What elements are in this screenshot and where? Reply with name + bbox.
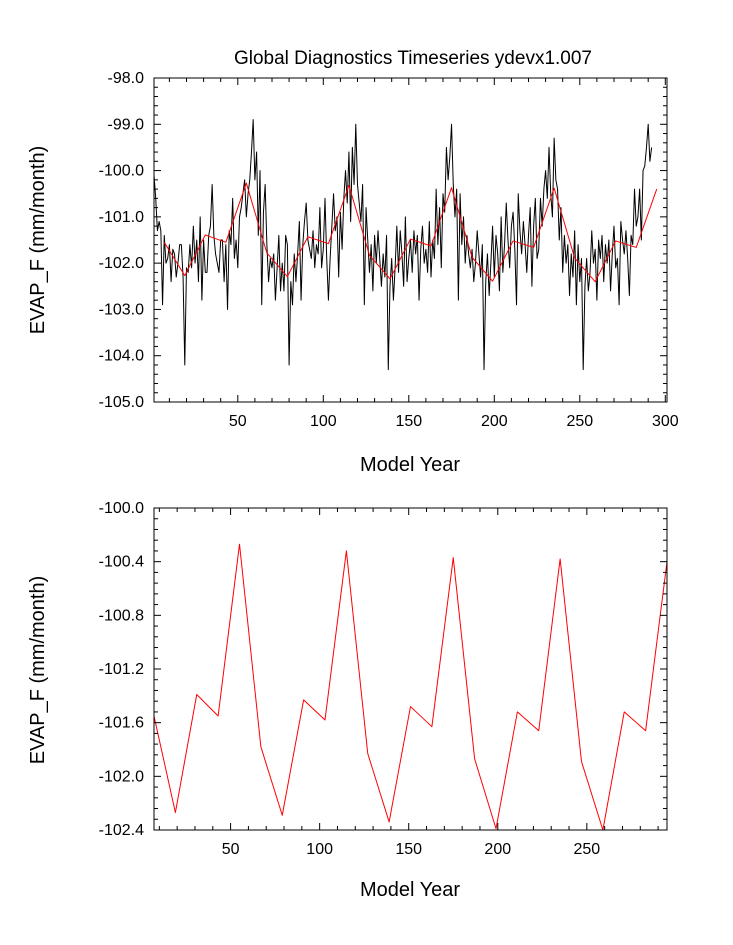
top-x-tick-label: 150 (395, 413, 422, 430)
top-series-annual (153, 119, 653, 371)
top-y-tick-label: -105.0 (99, 394, 144, 411)
top-y-tick-label: -101.0 (99, 209, 144, 226)
bottom-plot-data (153, 543, 668, 831)
bottom-x-tick-label: 50 (222, 841, 240, 858)
bottom-y-axis-label: EVAP_F (mm/month) (27, 576, 49, 765)
bottom-y-tick-label: -102.4 (99, 822, 144, 839)
bottom-axis-ticks: 50 100 150 200 250 -102.4 -102.0 -101.6 -101.2 -1… (99, 500, 667, 858)
top-y-tick-label: -100.0 (99, 163, 144, 180)
top-x-tick-label: 100 (310, 413, 337, 430)
top-plot-data (153, 119, 658, 371)
bottom-x-tick-label: 200 (484, 841, 511, 858)
top-y-tick-label: -98.0 (108, 70, 145, 87)
top-x-tick-label: 50 (229, 413, 247, 430)
bottom-x-tick-label: 100 (306, 841, 333, 858)
bottom-y-tick-label: -100.8 (99, 607, 144, 624)
bottom-x-tick-label: 150 (395, 841, 422, 858)
top-x-axis-label: Model Year (360, 454, 460, 476)
bottom-panel: 50 100 150 200 250 -102.4 -102.0 -101.6 -101.2 -1… (27, 500, 668, 901)
top-y-tick-label: -99.0 (108, 116, 145, 133)
top-y-tick-label: -102.0 (99, 255, 144, 272)
top-y-axis-label: EVAP_F (mm/month) (27, 146, 49, 335)
top-plot-frame (153, 77, 668, 403)
top-y-tick-label: -104.0 (99, 348, 144, 365)
bottom-y-tick-label: -101.6 (99, 715, 144, 732)
bottom-y-tick-label: -100.0 (99, 500, 144, 517)
bottom-series-running-mean (153, 543, 668, 831)
top-x-tick-label: 300 (652, 413, 679, 430)
top-y-tick-label: -103.0 (99, 301, 144, 318)
bottom-x-tick-label: 250 (573, 841, 600, 858)
bottom-y-tick-label: -102.0 (99, 768, 144, 785)
bottom-plot-frame (153, 507, 668, 831)
top-x-tick-label: 200 (481, 413, 508, 430)
top-series-running-mean (163, 182, 658, 283)
bottom-x-axis-label: Model Year (360, 879, 460, 901)
top-axis-ticks: 50 100 150 200 250 300 -105.0 -104.0 -103.0 -102.… (99, 70, 679, 430)
bottom-y-tick-label: -100.4 (99, 554, 144, 571)
top-panel: Global Diagnostics Timeseries ydevx1.007… (27, 48, 679, 476)
chart-title: Global Diagnostics Timeseries ydevx1.007 (234, 48, 592, 69)
top-x-tick-label: 250 (566, 413, 593, 430)
bottom-y-tick-label: -101.2 (99, 661, 144, 678)
